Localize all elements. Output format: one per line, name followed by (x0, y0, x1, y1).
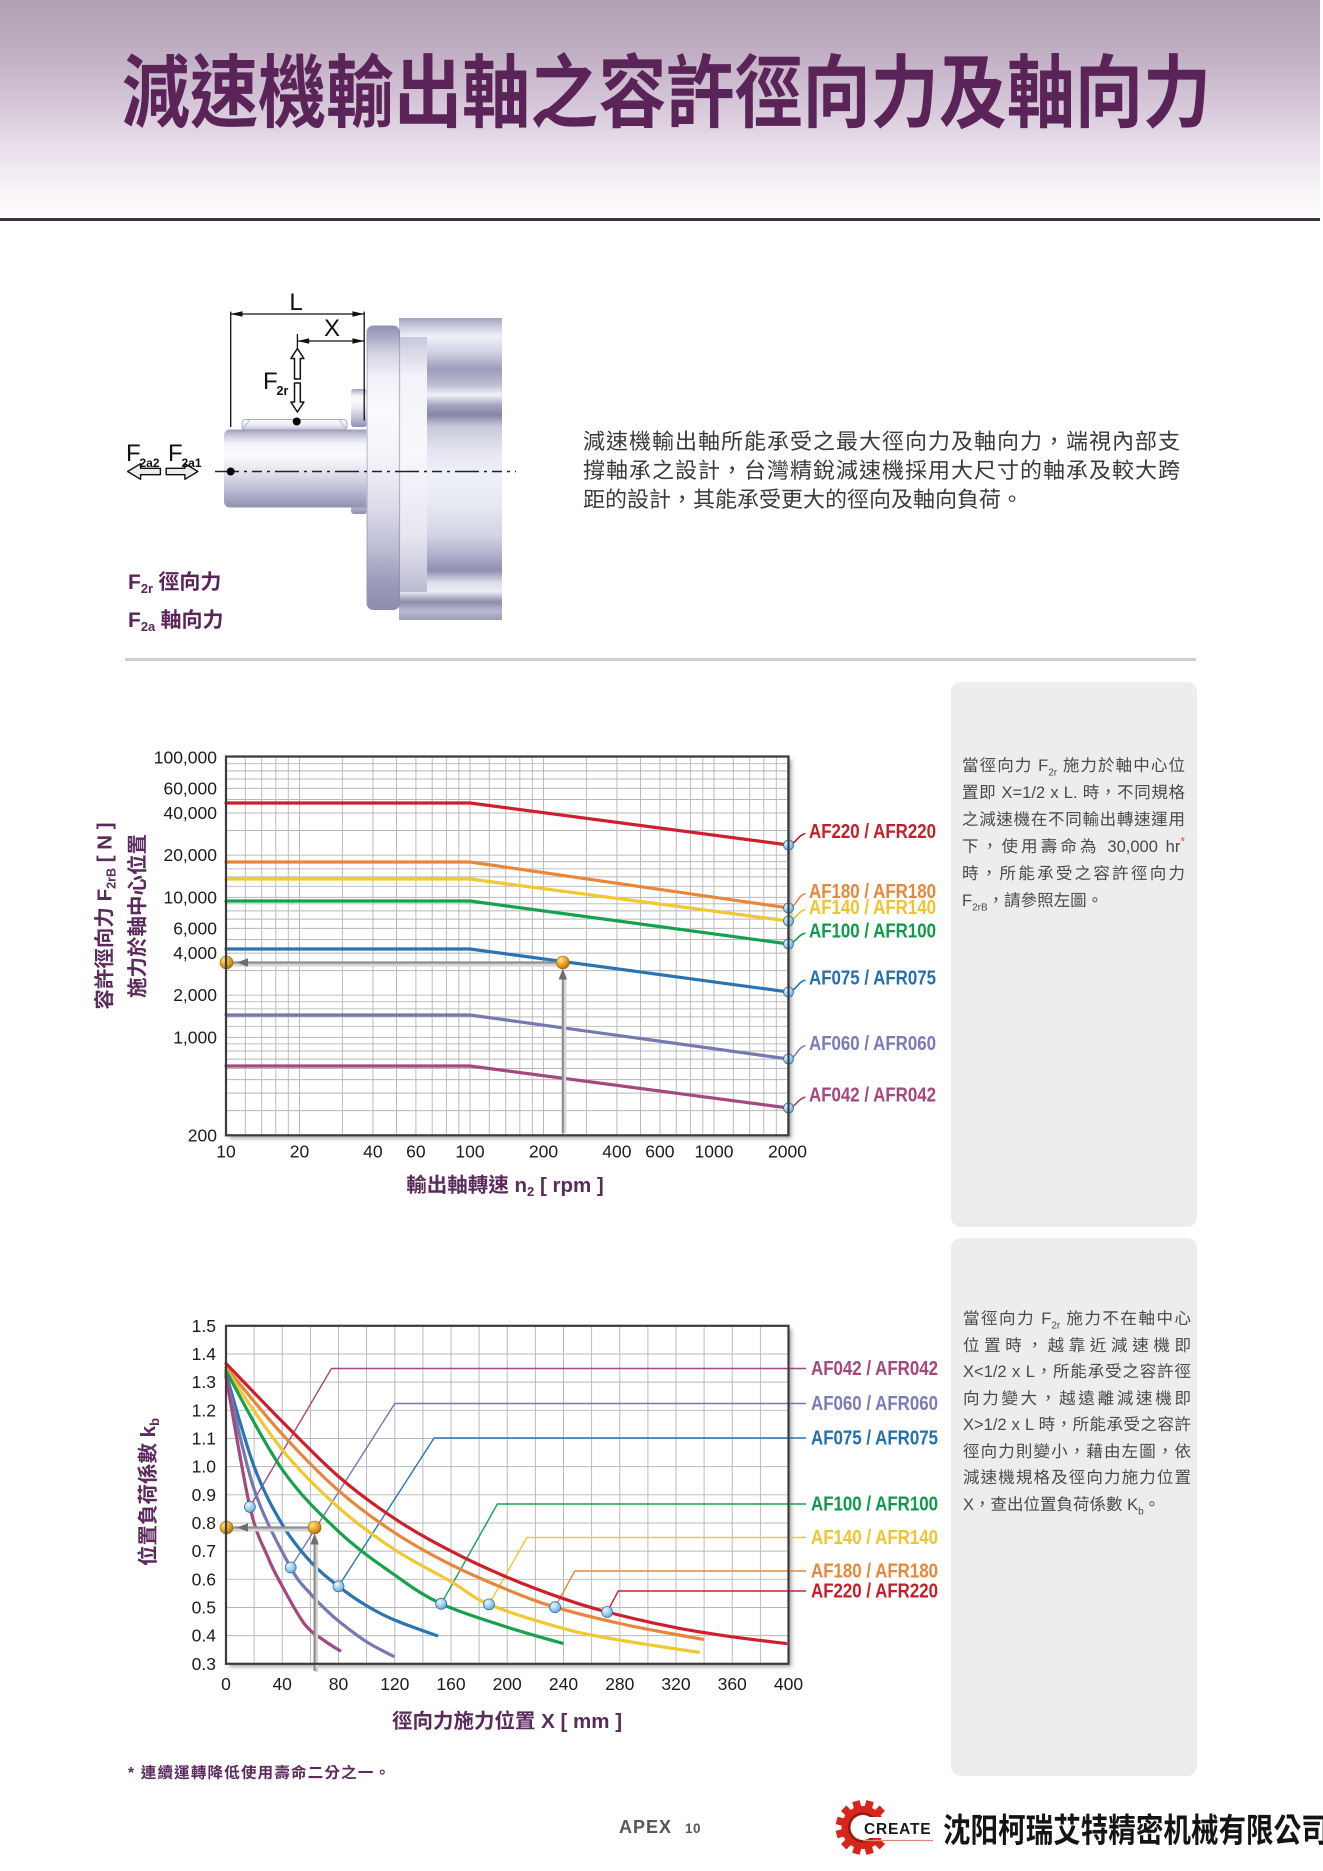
svg-text:2000: 2000 (768, 1142, 807, 1162)
svg-text:0.8: 0.8 (192, 1513, 216, 1533)
svg-text:400: 400 (602, 1142, 631, 1162)
svg-text:AF140 / AFR140: AF140 / AFR140 (811, 1527, 938, 1549)
svg-text:1000: 1000 (695, 1142, 734, 1162)
svg-text:施力於軸中心位置: 施力於軸中心位置 (121, 834, 151, 998)
svg-text:AF042 / AFR042: AF042 / AFR042 (811, 1358, 938, 1380)
svg-text:L: L (289, 289, 302, 316)
svg-text:AF060 / AFR060: AF060 / AFR060 (809, 1033, 936, 1055)
svg-text:2a2: 2a2 (140, 456, 160, 470)
svg-text:60,000: 60,000 (163, 778, 217, 798)
svg-text:20: 20 (290, 1142, 310, 1162)
svg-text:1.0: 1.0 (192, 1457, 217, 1477)
svg-text:2,000: 2,000 (173, 985, 217, 1005)
svg-text:4,000: 4,000 (173, 943, 217, 963)
svg-text:2r: 2r (277, 384, 289, 398)
svg-text:1,000: 1,000 (173, 1027, 217, 1047)
svg-text:10: 10 (216, 1142, 236, 1162)
svg-text:0: 0 (221, 1674, 231, 1694)
svg-text:100: 100 (455, 1142, 484, 1162)
svg-text:120: 120 (380, 1674, 409, 1694)
svg-text:AF140 / AFR140: AF140 / AFR140 (809, 897, 936, 919)
svg-text:6,000: 6,000 (173, 918, 217, 938)
svg-text:AF042 / AFR042: AF042 / AFR042 (809, 1085, 936, 1107)
svg-text:200: 200 (493, 1674, 522, 1694)
svg-text:400: 400 (774, 1674, 803, 1694)
svg-text:2a1: 2a1 (182, 456, 202, 470)
svg-text:320: 320 (661, 1674, 690, 1694)
svg-text:1.1: 1.1 (192, 1429, 216, 1449)
svg-text:X: X (324, 315, 340, 342)
svg-text:AF180 / AFR180: AF180 / AFR180 (811, 1561, 938, 1583)
svg-text:1.2: 1.2 (192, 1400, 216, 1420)
svg-text:160: 160 (436, 1674, 465, 1694)
svg-text:位置負荷係數 kb: 位置負荷係數 kb (131, 1418, 163, 1566)
svg-text:200: 200 (529, 1142, 558, 1162)
svg-text:輸出軸轉速 n2 [ rpm ]: 輸出軸轉速 n2 [ rpm ] (406, 1168, 603, 1200)
svg-text:AF075 / AFR075: AF075 / AFR075 (809, 968, 936, 990)
svg-text:AF075 / AFR075: AF075 / AFR075 (811, 1428, 938, 1450)
svg-text:240: 240 (549, 1674, 578, 1694)
svg-text:AF060 / AFR060: AF060 / AFR060 (811, 1393, 938, 1415)
svg-text:AF220 / AFR220: AF220 / AFR220 (809, 821, 936, 843)
svg-text:AF180 / AFR180: AF180 / AFR180 (809, 881, 936, 903)
svg-text:CREATE: CREATE (864, 1821, 931, 1838)
svg-text:0.6: 0.6 (192, 1569, 216, 1589)
svg-text:1.4: 1.4 (192, 1344, 217, 1364)
svg-text:沈阳柯瑞艾特精密机械有限公司: 沈阳柯瑞艾特精密机械有限公司 (943, 1803, 1323, 1852)
svg-text:60: 60 (406, 1142, 426, 1162)
svg-text:600: 600 (645, 1142, 674, 1162)
svg-text:10,000: 10,000 (163, 887, 217, 907)
svg-text:1.5: 1.5 (192, 1316, 216, 1336)
svg-text:20,000: 20,000 (163, 845, 217, 865)
svg-text:F: F (126, 440, 141, 467)
svg-text:AF100 / AFR100: AF100 / AFR100 (811, 1494, 938, 1516)
svg-text:40,000: 40,000 (163, 803, 217, 823)
svg-text:0.9: 0.9 (192, 1485, 216, 1505)
svg-text:200: 200 (188, 1125, 217, 1145)
svg-text:AF220 / AFR220: AF220 / AFR220 (811, 1581, 938, 1603)
svg-text:40: 40 (363, 1142, 383, 1162)
svg-text:360: 360 (718, 1674, 747, 1694)
svg-text:容許徑向力 F2rB [ N ]: 容許徑向力 F2rB [ N ] (90, 822, 120, 1009)
svg-text:F: F (263, 368, 278, 395)
svg-text:徑向力施力位置 X [ mm ]: 徑向力施力位置 X [ mm ] (392, 1704, 622, 1734)
svg-text:280: 280 (605, 1674, 634, 1694)
svg-text:100,000: 100,000 (154, 747, 218, 767)
svg-text:80: 80 (329, 1674, 349, 1694)
svg-text:0.7: 0.7 (192, 1541, 216, 1561)
svg-text:F: F (168, 440, 183, 467)
svg-text:AF100 / AFR100: AF100 / AFR100 (809, 921, 936, 943)
svg-text:0.5: 0.5 (192, 1598, 216, 1618)
svg-text:0.3: 0.3 (192, 1654, 216, 1674)
svg-text:0.4: 0.4 (192, 1626, 217, 1646)
svg-text:1.3: 1.3 (192, 1372, 216, 1392)
svg-text:40: 40 (272, 1674, 292, 1694)
